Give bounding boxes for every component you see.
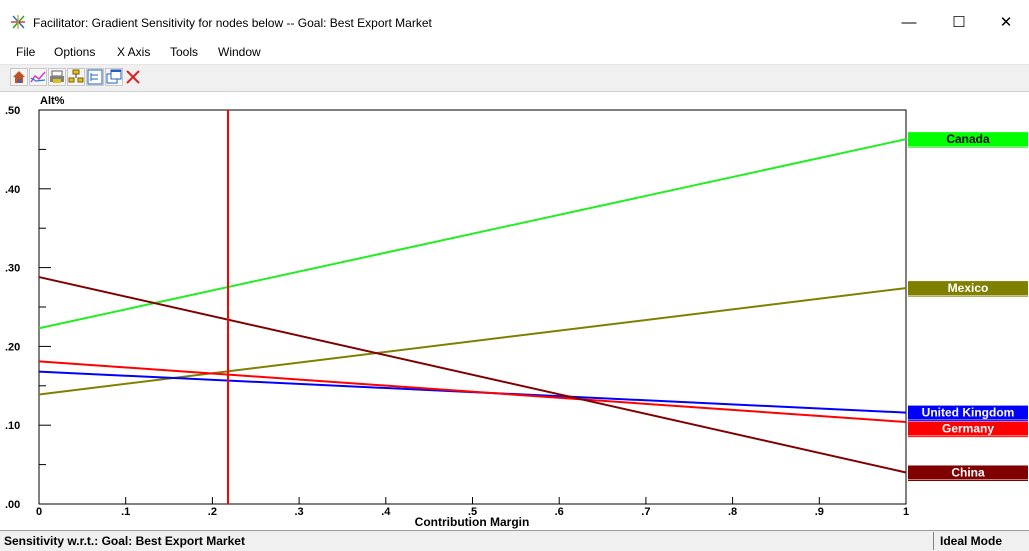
home-button[interactable] — [10, 68, 28, 86]
series-label-mexico: Mexico — [948, 281, 989, 295]
windows-button[interactable] — [105, 68, 123, 86]
series-label-canada: Canada — [946, 132, 990, 146]
y-tick-label: .00 — [5, 499, 20, 511]
x-tick-label: .1 — [121, 506, 130, 518]
menu-window[interactable]: Window — [218, 45, 261, 59]
title-bar: Facilitator: Gradient Sensitivity for no… — [0, 0, 1029, 40]
y-tick-label: .20 — [5, 341, 20, 353]
x-tick-label: .8 — [728, 506, 737, 518]
close-x-icon — [126, 70, 140, 84]
status-sensitivity-text: Sensitivity w.r.t.: Goal: Best Export Ma… — [4, 534, 245, 548]
y-tick-label: .30 — [5, 263, 20, 275]
x-tick-label: .4 — [381, 506, 391, 518]
x-tick-label: .2 — [208, 506, 217, 518]
maximize-button[interactable]: ☐ — [952, 14, 966, 31]
close-button[interactable]: ✕ — [999, 14, 1013, 31]
series-label-bg-germany — [908, 421, 1028, 436]
menu-file[interactable]: File — [16, 45, 36, 59]
x-tick-label: 1 — [903, 506, 909, 518]
hierarchy-icon — [68, 69, 84, 83]
tree-button[interactable] — [86, 68, 104, 86]
chart-button[interactable] — [29, 68, 47, 86]
status-mode-text: Ideal Mode — [940, 534, 1003, 548]
print-icon — [50, 70, 64, 83]
menu-x-axis[interactable]: X Axis — [117, 45, 151, 59]
print-button[interactable] — [48, 68, 66, 86]
y-tick-label: .40 — [5, 184, 20, 196]
x-tick-label: .3 — [295, 506, 304, 518]
series-line-germany — [38, 360, 907, 424]
windows-icon — [106, 69, 122, 84]
facilitator-app-icon — [11, 15, 25, 29]
menu-bar: File Options X Axis Tools Window — [0, 40, 1029, 65]
series-line-mexico — [38, 287, 907, 396]
hierarchy-button[interactable] — [67, 68, 85, 86]
menu-options[interactable]: Options — [54, 45, 96, 59]
x-axis-label: Contribution Margin — [415, 515, 530, 529]
status-divider — [933, 532, 934, 550]
series-line-canada — [38, 138, 907, 330]
series-line-china — [38, 276, 907, 474]
series-label-bg-mexico — [908, 281, 1028, 296]
x-tick-label: .5 — [468, 506, 477, 518]
x-tick-label: .6 — [555, 506, 564, 518]
y-tick-label: .10 — [5, 420, 20, 432]
x-tick-label: 0 — [36, 506, 42, 518]
series-label-bg-canada — [908, 132, 1028, 147]
series-label-germany: Germany — [942, 422, 994, 436]
home-icon — [13, 71, 25, 83]
gradient-sensitivity-chart: .00 .10 .20 .30 .40 .50 0 .1 .2 .3 .4 .5 .6 .7 .8 .9 1 C… — [5, 95, 1028, 529]
minimize-button[interactable]: — — [901, 14, 917, 31]
tree-icon — [87, 69, 103, 85]
sensitivity-chart-area: .00 .10 .20 .30 .40 .50 0 .1 .2 .3 .4 .5 .6 .7 .8 .9 1 C… — [0, 92, 1029, 530]
series-label-bg-united-kingdom — [908, 405, 1028, 420]
close-chart-button[interactable] — [124, 68, 142, 86]
series-label-bg-china — [908, 465, 1028, 480]
y-tick-label: .50 — [5, 105, 20, 117]
series-label-united-kingdom: United Kingdom — [922, 406, 1015, 420]
chart-icon — [30, 71, 46, 83]
x-tick-label: .7 — [641, 506, 650, 518]
x-tick-label: .9 — [815, 506, 824, 518]
toolbar — [0, 65, 1029, 92]
window-title: Facilitator: Gradient Sensitivity for no… — [33, 16, 432, 30]
menu-tools[interactable]: Tools — [170, 45, 199, 59]
status-bar: Sensitivity w.r.t.: Goal: Best Export Ma… — [0, 530, 1029, 551]
y-axis-label: Alt% — [40, 95, 65, 107]
series-label-china: China — [951, 465, 985, 479]
